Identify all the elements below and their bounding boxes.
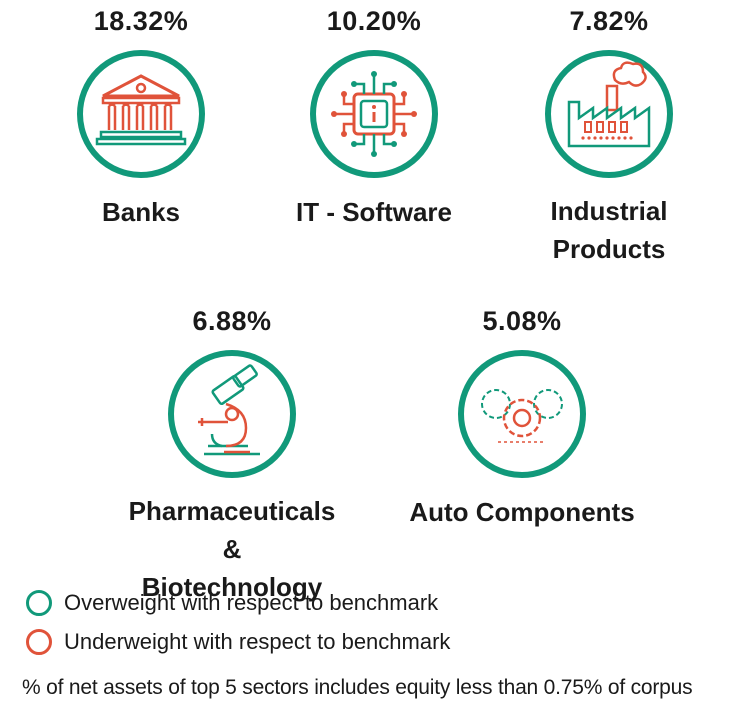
sector-name-line: Auto Components	[409, 497, 635, 527]
sector-name: Pharmaceuticals & Biotechnology	[117, 492, 347, 606]
sector-it-software: 10.20% IT - Software	[259, 4, 489, 232]
sector-name: Banks	[26, 192, 256, 232]
sector-name-line: Pharmaceuticals &	[128, 496, 336, 564]
sector-pharmaceuticals-biotechnology: 6.88% Pharmaceuticals & Biotechnology	[117, 304, 347, 606]
sector-name: Auto Components	[407, 492, 637, 532]
sector-auto-components: 5.08% Auto Components	[407, 304, 637, 532]
sector-percentage: 7.82%	[569, 6, 649, 36]
gears-icon	[454, 346, 590, 482]
red-ring-icon	[26, 629, 52, 655]
bank-building-icon	[73, 46, 209, 182]
factory-icon	[541, 46, 677, 182]
sector-name-line: Banks	[101, 197, 181, 227]
legend-underweight-label: Underweight with respect to benchmark	[64, 629, 451, 654]
sector-name: Industrial Products	[494, 192, 724, 268]
sector-industrial-products: 7.82% Industrial Products	[494, 4, 724, 268]
legend-overweight: Overweight with respect to benchmark	[26, 590, 438, 616]
sector-percentage: 18.32%	[93, 6, 189, 36]
legend-underweight: Underweight with respect to benchmark	[26, 629, 450, 655]
chip-info-icon	[306, 46, 442, 182]
sector-percentage: 10.20%	[326, 6, 422, 36]
sector-name-line: Products	[552, 234, 666, 264]
sector-name: IT - Software	[259, 192, 489, 232]
sector-percentage: 5.08%	[482, 306, 562, 336]
green-ring-icon	[26, 590, 52, 616]
sector-name-line: IT - Software	[295, 197, 452, 227]
sector-banks: 18.32% Banks	[26, 4, 256, 232]
sector-name-line: Biotechnology	[141, 572, 323, 602]
sector-percentage: 6.88%	[192, 306, 272, 336]
microscope-icon	[164, 346, 300, 482]
legend-overweight-label: Overweight with respect to benchmark	[64, 590, 439, 615]
sector-name-line: Industrial	[550, 196, 668, 226]
footnote: % of net assets of top 5 sectors include…	[22, 676, 693, 699]
